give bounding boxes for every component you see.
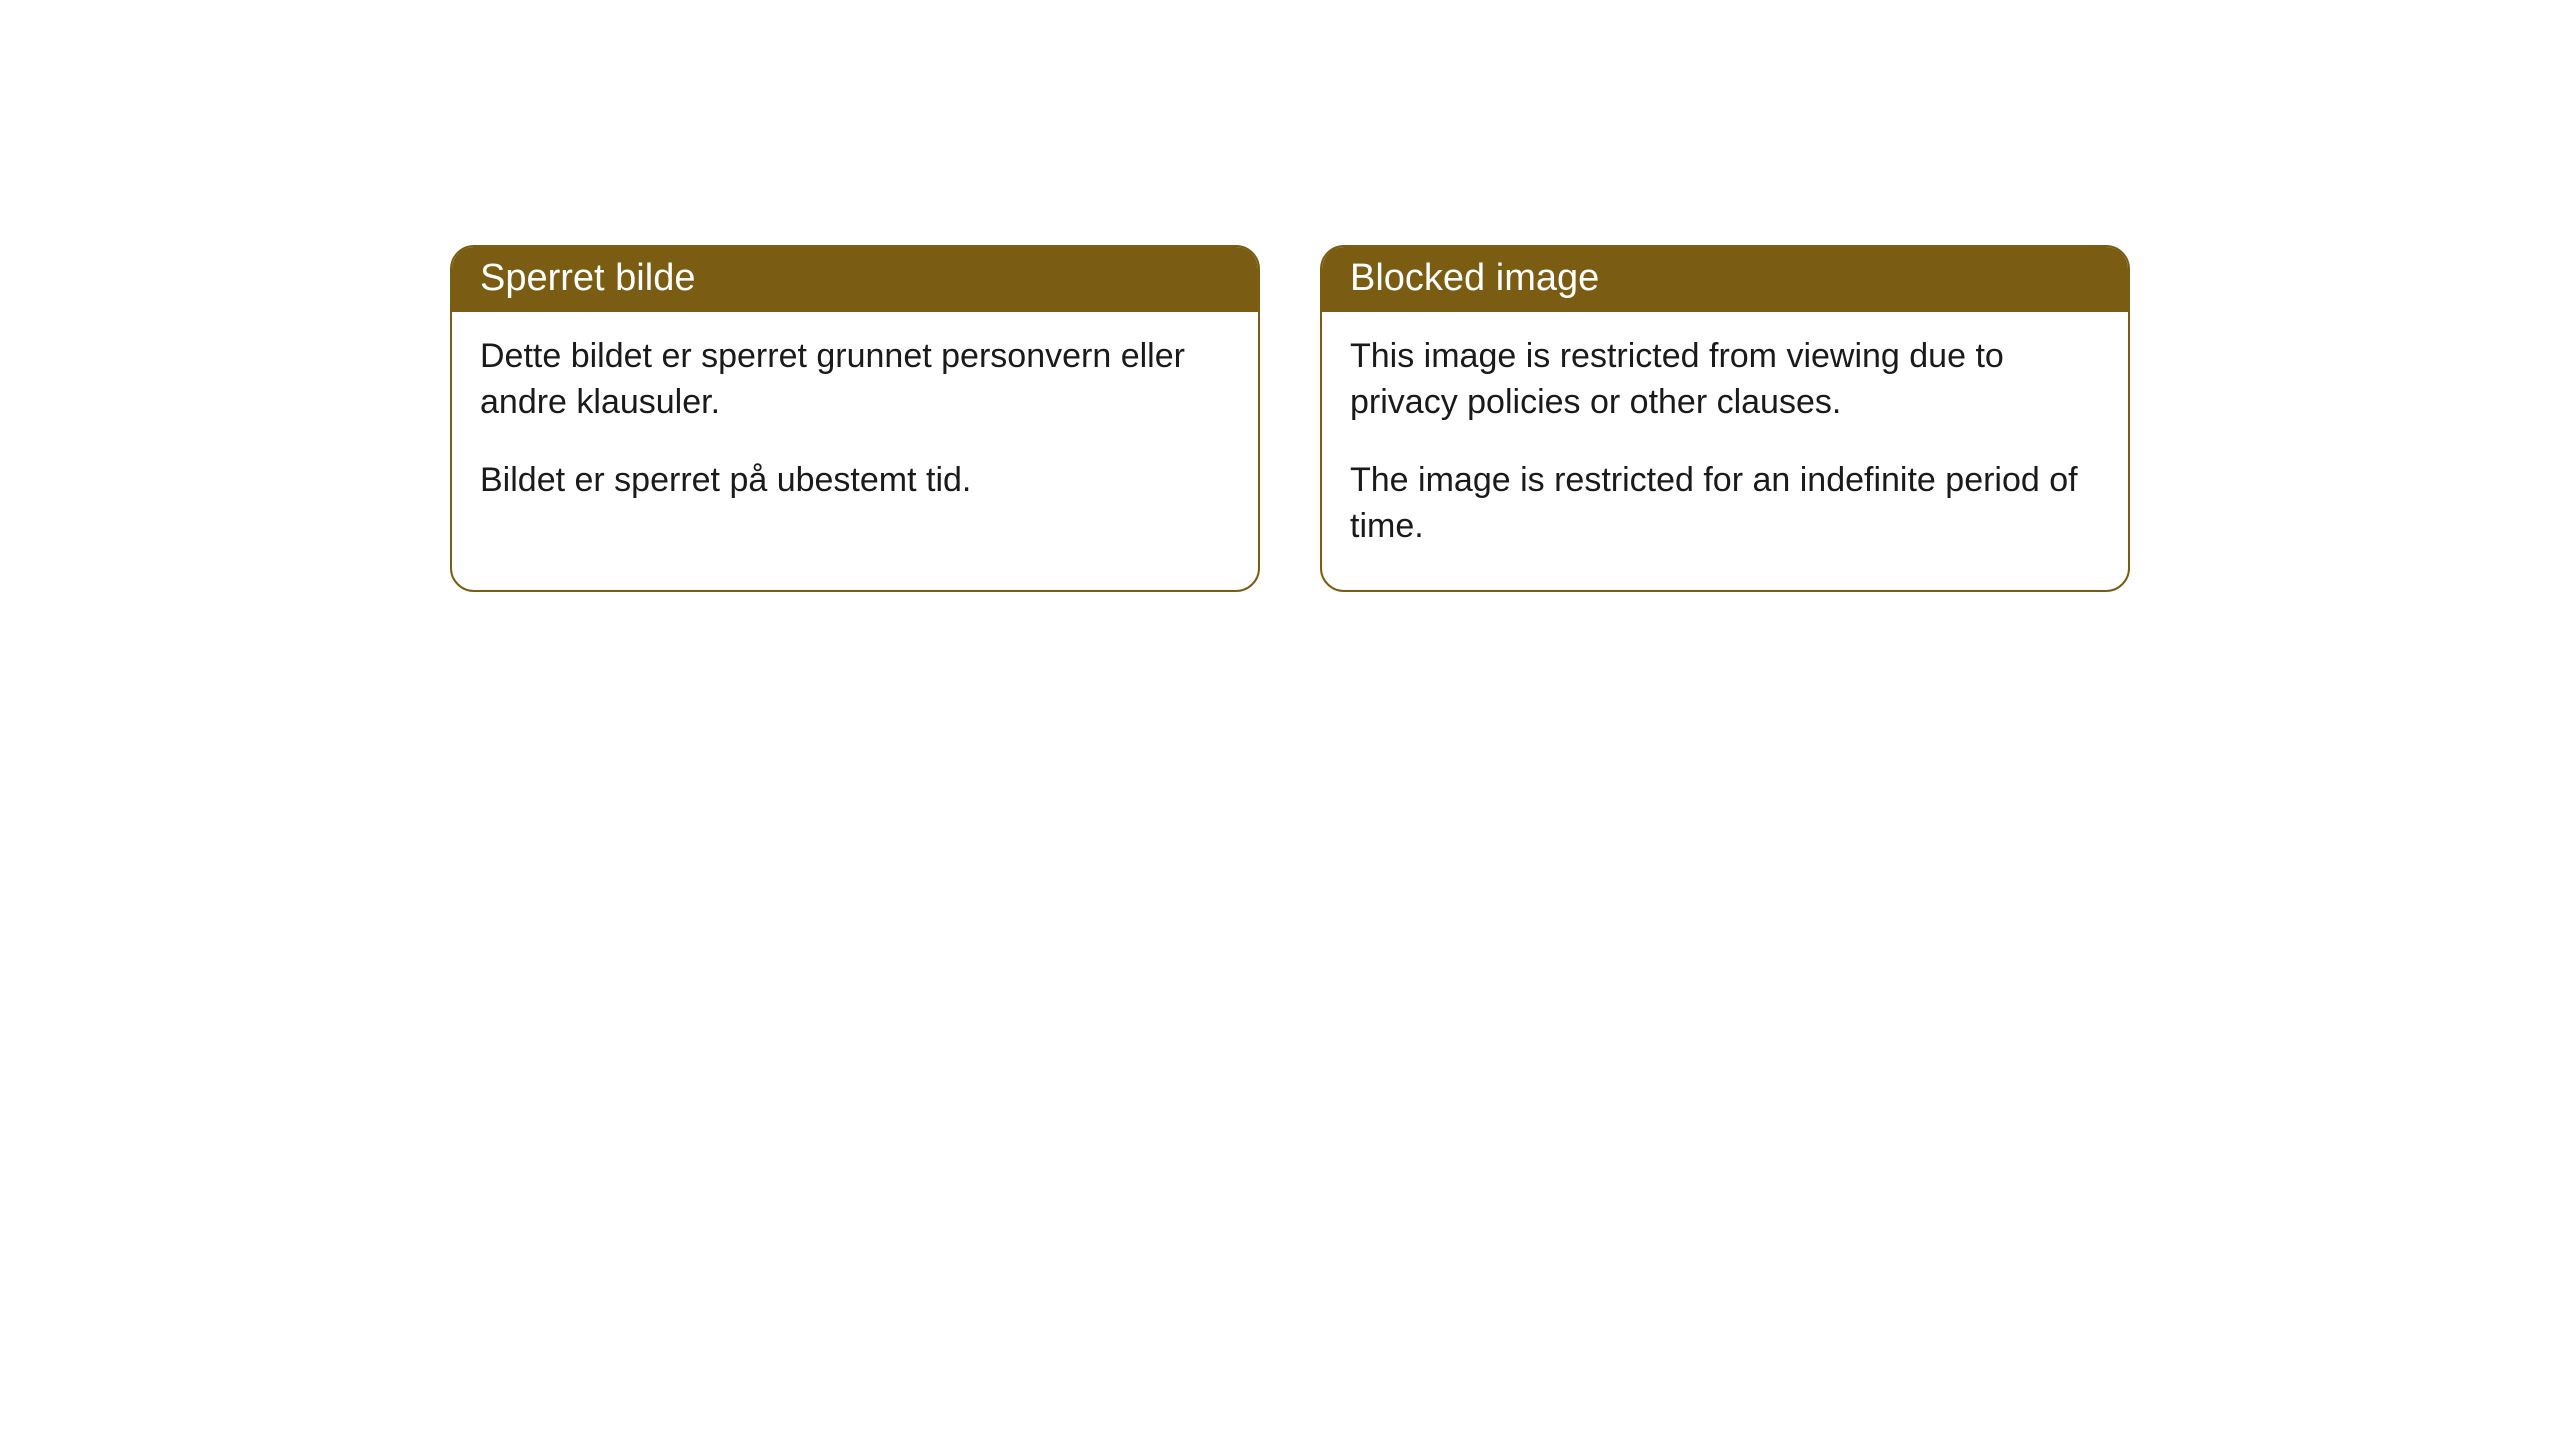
card-header-english: Blocked image (1322, 247, 2128, 312)
card-title-norwegian: Sperret bilde (480, 257, 695, 299)
card-paragraph-1-english: This image is restricted from viewing du… (1350, 334, 2100, 426)
card-paragraph-2-english: The image is restricted for an indefinit… (1350, 458, 2100, 550)
card-header-norwegian: Sperret bilde (452, 247, 1258, 312)
notice-card-english: Blocked image This image is restricted f… (1320, 245, 2130, 592)
card-body-english: This image is restricted from viewing du… (1322, 312, 2128, 590)
notice-cards-container: Sperret bilde Dette bildet er sperret gr… (450, 245, 2130, 592)
card-paragraph-2-norwegian: Bildet er sperret på ubestemt tid. (480, 458, 1230, 504)
card-paragraph-1-norwegian: Dette bildet er sperret grunnet personve… (480, 334, 1230, 426)
card-body-norwegian: Dette bildet er sperret grunnet personve… (452, 312, 1258, 544)
card-title-english: Blocked image (1350, 257, 1599, 299)
notice-card-norwegian: Sperret bilde Dette bildet er sperret gr… (450, 245, 1260, 592)
